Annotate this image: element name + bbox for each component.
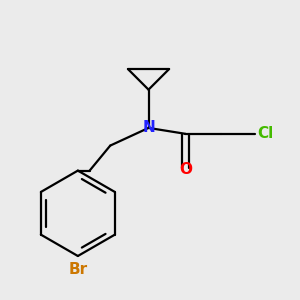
Text: N: N — [142, 120, 155, 135]
Text: O: O — [179, 162, 192, 177]
Text: Br: Br — [68, 262, 87, 277]
Text: Cl: Cl — [257, 126, 274, 141]
